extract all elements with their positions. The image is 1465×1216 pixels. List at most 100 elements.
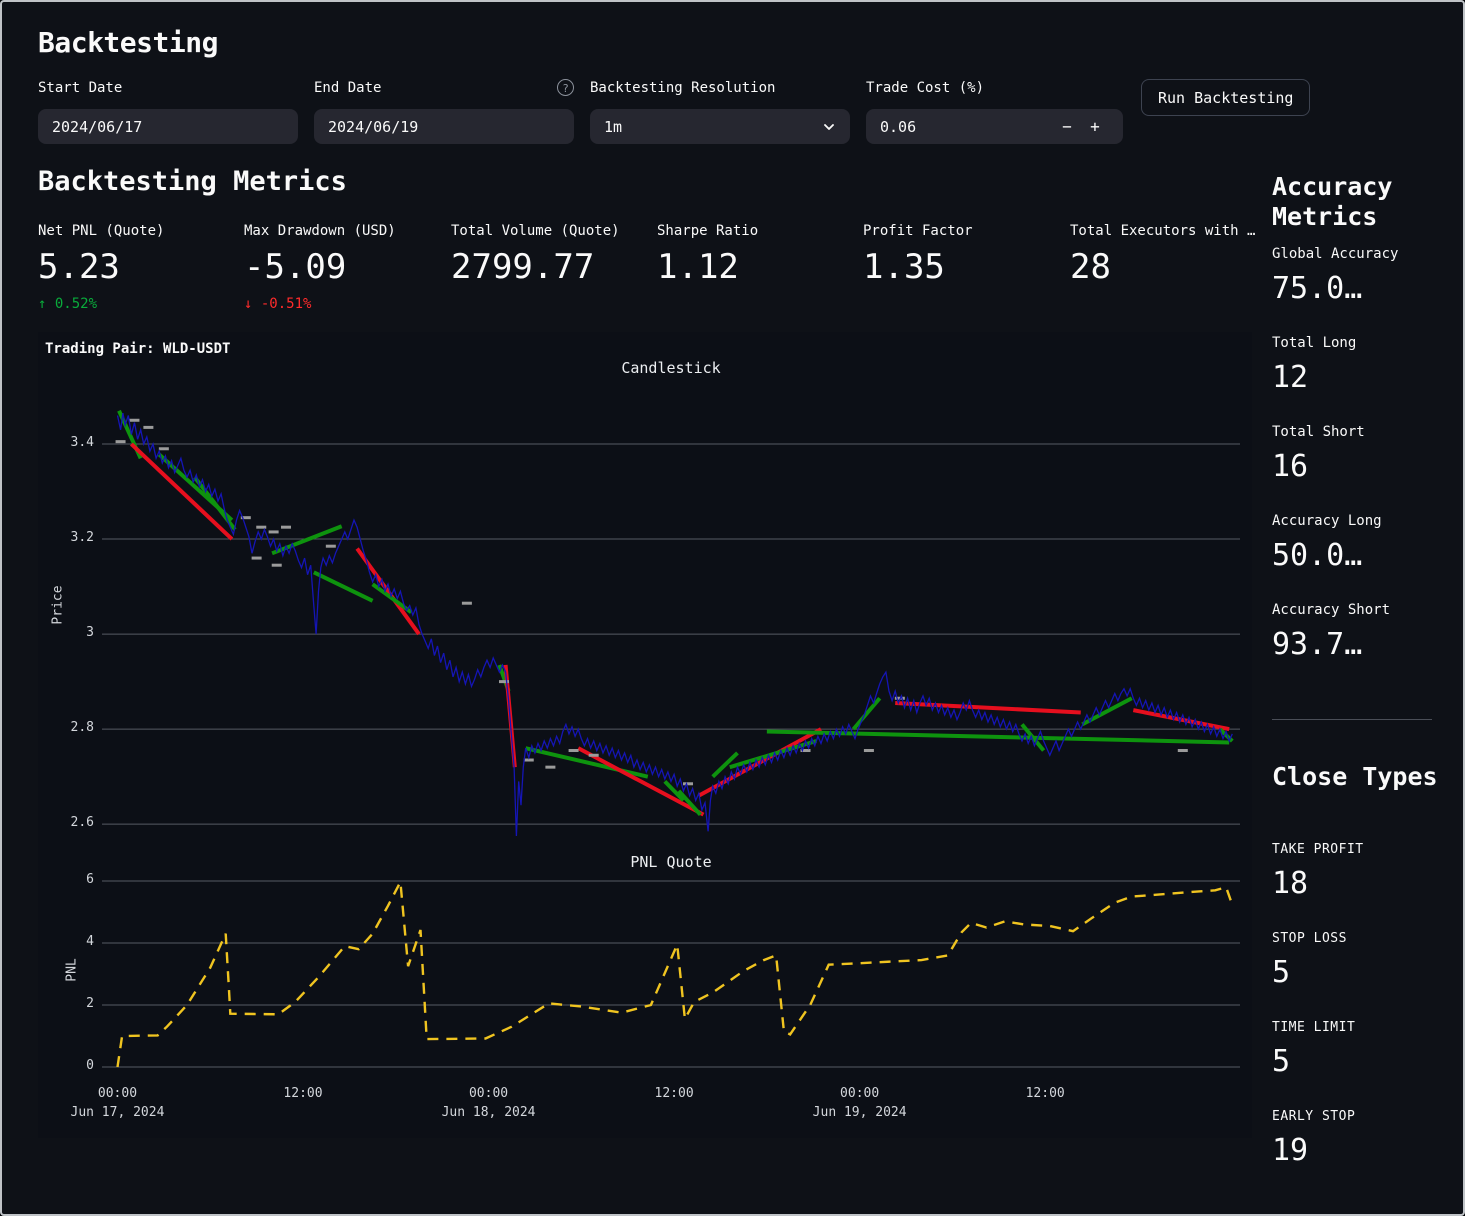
- sidebar-value: 5: [1272, 955, 1462, 990]
- arrow-up-icon: ↑: [38, 296, 46, 312]
- sidebar-label: TIME LIMIT: [1272, 1020, 1462, 1035]
- close-types-title: Close Types: [1272, 762, 1442, 792]
- resolution-label: Backtesting Resolution: [590, 80, 850, 96]
- sidebar-divider: [1272, 719, 1432, 720]
- y-tick-label: 3.2: [52, 530, 94, 545]
- sidebar-value: 12: [1272, 360, 1462, 395]
- resolution-select[interactable]: 1m: [590, 109, 850, 144]
- sidebar-label: Total Long: [1272, 335, 1462, 351]
- x-tick-time-label: 00:00: [840, 1086, 879, 1101]
- sidebar-label: Accuracy Long: [1272, 513, 1462, 529]
- price-chart-title: Candlestick: [102, 359, 1240, 377]
- metric-total-volume: Total Volume (Quote) 2799.77: [451, 223, 653, 287]
- start-date-value: 2024/06/17: [52, 118, 284, 136]
- sidebar-value: 19: [1272, 1133, 1462, 1168]
- start-date-label: Start Date: [38, 80, 298, 96]
- sidebar-label: Global Accuracy: [1272, 246, 1462, 262]
- x-tick-time-label: 12:00: [1026, 1086, 1065, 1101]
- sidebar-label: STOP LOSS: [1272, 931, 1462, 946]
- metric-delta-text: 0.52%: [55, 296, 97, 312]
- metric-max-drawdown: Max Drawdown (USD) -5.09 ↓ -0.51%: [244, 223, 446, 312]
- y-tick-label: 6: [52, 872, 94, 887]
- resolution-value: 1m: [604, 118, 822, 136]
- start-date-field: Start Date 2024/06/17: [38, 80, 298, 144]
- sidebar-take-profit: TAKE PROFIT 18: [1272, 842, 1462, 901]
- y-tick-label: 2: [52, 996, 94, 1011]
- metric-label: Profit Factor: [863, 223, 1065, 239]
- metrics-section-title: Backtesting Metrics: [38, 166, 347, 197]
- y-tick-label: 3: [52, 625, 94, 640]
- metric-label: Total Executors with …: [1070, 223, 1272, 239]
- pnl-axis-label: PNL: [65, 958, 80, 981]
- metric-delta-up: ↑ 0.52%: [38, 296, 240, 312]
- trend-segment: [730, 741, 817, 767]
- x-tick-time-label: 12:00: [655, 1086, 694, 1101]
- sidebar-value: 18: [1272, 866, 1462, 901]
- sidebar-label: TAKE PROFIT: [1272, 842, 1462, 857]
- sidebar-value: 75.0…: [1272, 271, 1462, 306]
- trend-segment: [314, 572, 373, 601]
- x-tick-time-label: 12:00: [283, 1086, 322, 1101]
- sidebar-value: 16: [1272, 449, 1462, 484]
- pnl-chart[interactable]: [102, 874, 1240, 1070]
- trend-segment: [853, 698, 879, 729]
- start-date-input[interactable]: 2024/06/17: [38, 109, 298, 144]
- metric-value: 1.12: [657, 247, 859, 287]
- sidebar-stop-loss: STOP LOSS 5: [1272, 931, 1462, 990]
- sidebar-early-stop: EARLY STOP 19: [1272, 1109, 1462, 1168]
- y-tick-label: 0: [52, 1058, 94, 1073]
- sidebar-label: Total Short: [1272, 424, 1462, 440]
- resolution-field: Backtesting Resolution 1m: [590, 80, 850, 144]
- trend-segment: [131, 444, 232, 539]
- help-icon[interactable]: ?: [557, 79, 574, 96]
- end-date-value: 2024/06/19: [328, 118, 560, 136]
- trend-segment: [895, 703, 1081, 713]
- increment-button[interactable]: +: [1081, 117, 1109, 136]
- sidebar-total-short: Total Short 16: [1272, 424, 1462, 484]
- metric-label: Net PNL (Quote): [38, 223, 240, 239]
- trend-segment: [578, 748, 703, 815]
- decrement-button[interactable]: −: [1053, 117, 1081, 136]
- x-tick-date-label: Jun 18, 2024: [442, 1105, 536, 1120]
- y-tick-label: 2.6: [52, 815, 94, 830]
- run-backtesting-button[interactable]: Run Backtesting: [1141, 79, 1310, 116]
- sidebar-global-accuracy: Global Accuracy 75.0…: [1272, 246, 1462, 306]
- sidebar-label: EARLY STOP: [1272, 1109, 1462, 1124]
- arrow-down-icon: ↓: [244, 296, 252, 312]
- accuracy-metrics-title: Accuracy Metrics: [1272, 172, 1442, 232]
- price-chart[interactable]: [102, 387, 1240, 837]
- chart-panel[interactable]: Trading Pair: WLD-USDT Candlestick Price…: [38, 332, 1252, 1138]
- sidebar-accuracy-short: Accuracy Short 93.7…: [1272, 602, 1462, 662]
- x-tick-time-label: 00:00: [469, 1086, 508, 1101]
- x-tick-date-label: Jun 19, 2024: [813, 1105, 907, 1120]
- sidebar-label: Accuracy Short: [1272, 602, 1462, 618]
- trade-cost-value: 0.06: [880, 118, 1053, 136]
- trade-cost-label: Trade Cost (%): [866, 80, 1123, 96]
- price-axis-label: Price: [51, 585, 66, 624]
- metric-net-pnl: Net PNL (Quote) 5.23 ↑ 0.52%: [38, 223, 240, 312]
- trading-pair-label: Trading Pair: WLD-USDT: [45, 341, 230, 357]
- x-tick-date-label: Jun 17, 2024: [70, 1105, 164, 1120]
- y-tick-label: 4: [52, 934, 94, 949]
- y-tick-label: 2.8: [52, 720, 94, 735]
- end-date-field: End Date ? 2024/06/19: [314, 80, 574, 144]
- sidebar-accuracy-long: Accuracy Long 50.0…: [1272, 513, 1462, 573]
- trade-cost-field: Trade Cost (%) 0.06 − +: [866, 80, 1123, 144]
- price-line: [118, 413, 1233, 836]
- pnl-chart-title: PNL Quote: [102, 853, 1240, 871]
- PNL-line: [118, 882, 1233, 1067]
- y-tick-label: 3.4: [52, 435, 94, 450]
- end-date-label: End Date: [314, 80, 574, 96]
- metric-value: 1.35: [863, 247, 1065, 287]
- trade-cost-input[interactable]: 0.06 − +: [866, 109, 1123, 144]
- trend-segment: [767, 732, 1229, 743]
- metric-total-executors: Total Executors with … 28: [1070, 223, 1272, 287]
- end-date-input[interactable]: 2024/06/19: [314, 109, 574, 144]
- metric-delta-down: ↓ -0.51%: [244, 296, 446, 312]
- sidebar-total-long: Total Long 12: [1272, 335, 1462, 395]
- sidebar-value: 50.0…: [1272, 538, 1462, 573]
- metric-value: 5.23: [38, 247, 240, 287]
- page-title: Backtesting: [38, 26, 218, 59]
- metric-value: 28: [1070, 247, 1272, 287]
- metric-label: Max Drawdown (USD): [244, 223, 446, 239]
